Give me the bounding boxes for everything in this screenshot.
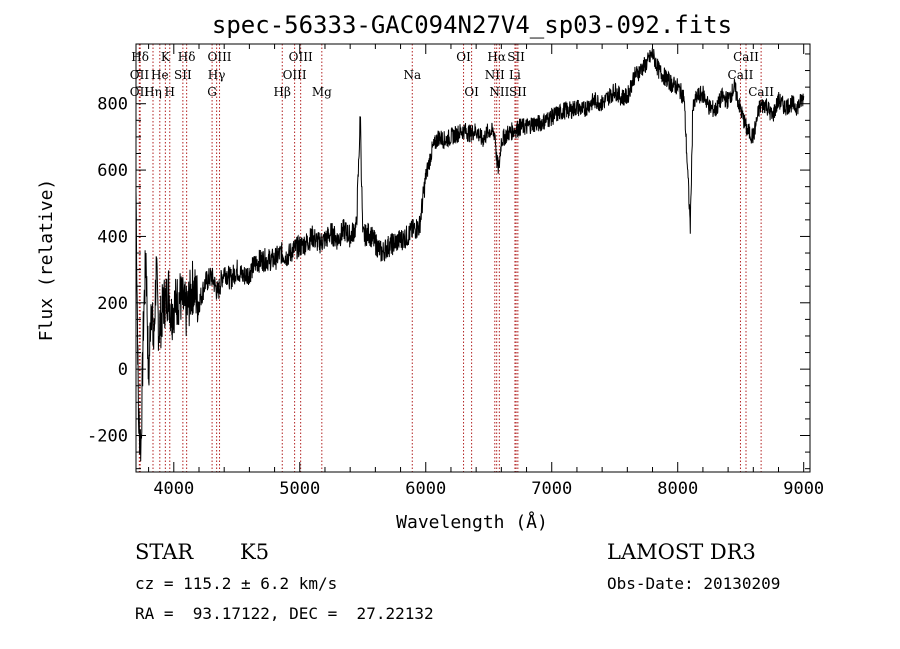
emission-line-label: Hγ (208, 68, 226, 82)
x-tick-label: 5000 (279, 479, 320, 499)
emission-line-label: OIII (283, 68, 307, 82)
emission-line-label: Hβ (274, 85, 291, 99)
emission-line-label: SII (507, 50, 525, 64)
x-tick-label: 9000 (783, 479, 824, 499)
y-axis-ticks: -200 0 200 400 600 800 (87, 53, 810, 470)
x-tick-label: 8000 (657, 479, 698, 499)
emission-line-label: Hα (487, 50, 506, 64)
survey-name: LAMOST DR3 (607, 540, 756, 564)
y-tick-label: 400 (97, 227, 128, 247)
chart-title: spec-56333-GAC094N27V4_sp03-092.fits (212, 11, 732, 39)
emission-line-label: Mg (312, 85, 332, 99)
x-axis-ticks: 4000 5000 6000 7000 8000 9000 (148, 44, 824, 499)
emission-line-label: OIII (207, 50, 231, 64)
object-class: STAR (135, 540, 194, 564)
sky-coordinates: RA = 93.17122, DEC = 27.22132 (135, 604, 434, 623)
emission-line-label: OII (130, 85, 150, 99)
y-axis-label: Flux (relative) (36, 179, 57, 342)
emission-line-label: CaII (748, 85, 774, 99)
emission-line-label: Hδ (131, 50, 149, 64)
emission-line-label: SII (174, 68, 192, 82)
emission-line-markers (138, 44, 762, 472)
emission-line-label: NII (489, 85, 509, 99)
emission-line-label: He (151, 68, 169, 82)
emission-line-label: OI (464, 85, 479, 99)
emission-line-label: CaII (728, 68, 754, 82)
emission-line-label: CaII (733, 50, 759, 64)
y-tick-label: 800 (97, 95, 128, 115)
emission-line-label: Li (509, 68, 521, 82)
object-subclass: K5 (240, 540, 270, 564)
x-axis-label: Wavelength (Å) (396, 511, 548, 533)
plot-frame (135, 43, 811, 473)
emission-line-label: NII (485, 68, 505, 82)
emission-line-label: Na (403, 68, 421, 82)
y-tick-label: 200 (97, 294, 128, 314)
emission-line-label: H (165, 85, 175, 99)
spectrum-line (135, 48, 805, 462)
y-tick-label: 600 (97, 161, 128, 181)
emission-line-label: G (207, 85, 217, 99)
emission-line-label: OIII (289, 50, 313, 64)
x-tick-label: 4000 (153, 479, 194, 499)
emission-line-label: SII (509, 85, 527, 99)
emission-line-label: K (161, 50, 171, 64)
y-tick-label: -200 (87, 427, 128, 447)
y-tick-label: 0 (118, 360, 128, 380)
emission-line-label: OII (130, 68, 150, 82)
emission-line-label: Hη (144, 85, 162, 99)
observation-date: Obs-Date: 20130209 (607, 574, 781, 593)
emission-line-label: Hδ (178, 50, 196, 64)
redshift-velocity: cz = 115.2 ± 6.2 km/s (135, 574, 338, 593)
x-tick-label: 7000 (531, 479, 572, 499)
x-tick-label: 6000 (405, 479, 446, 499)
emission-line-label: OI (456, 50, 471, 64)
